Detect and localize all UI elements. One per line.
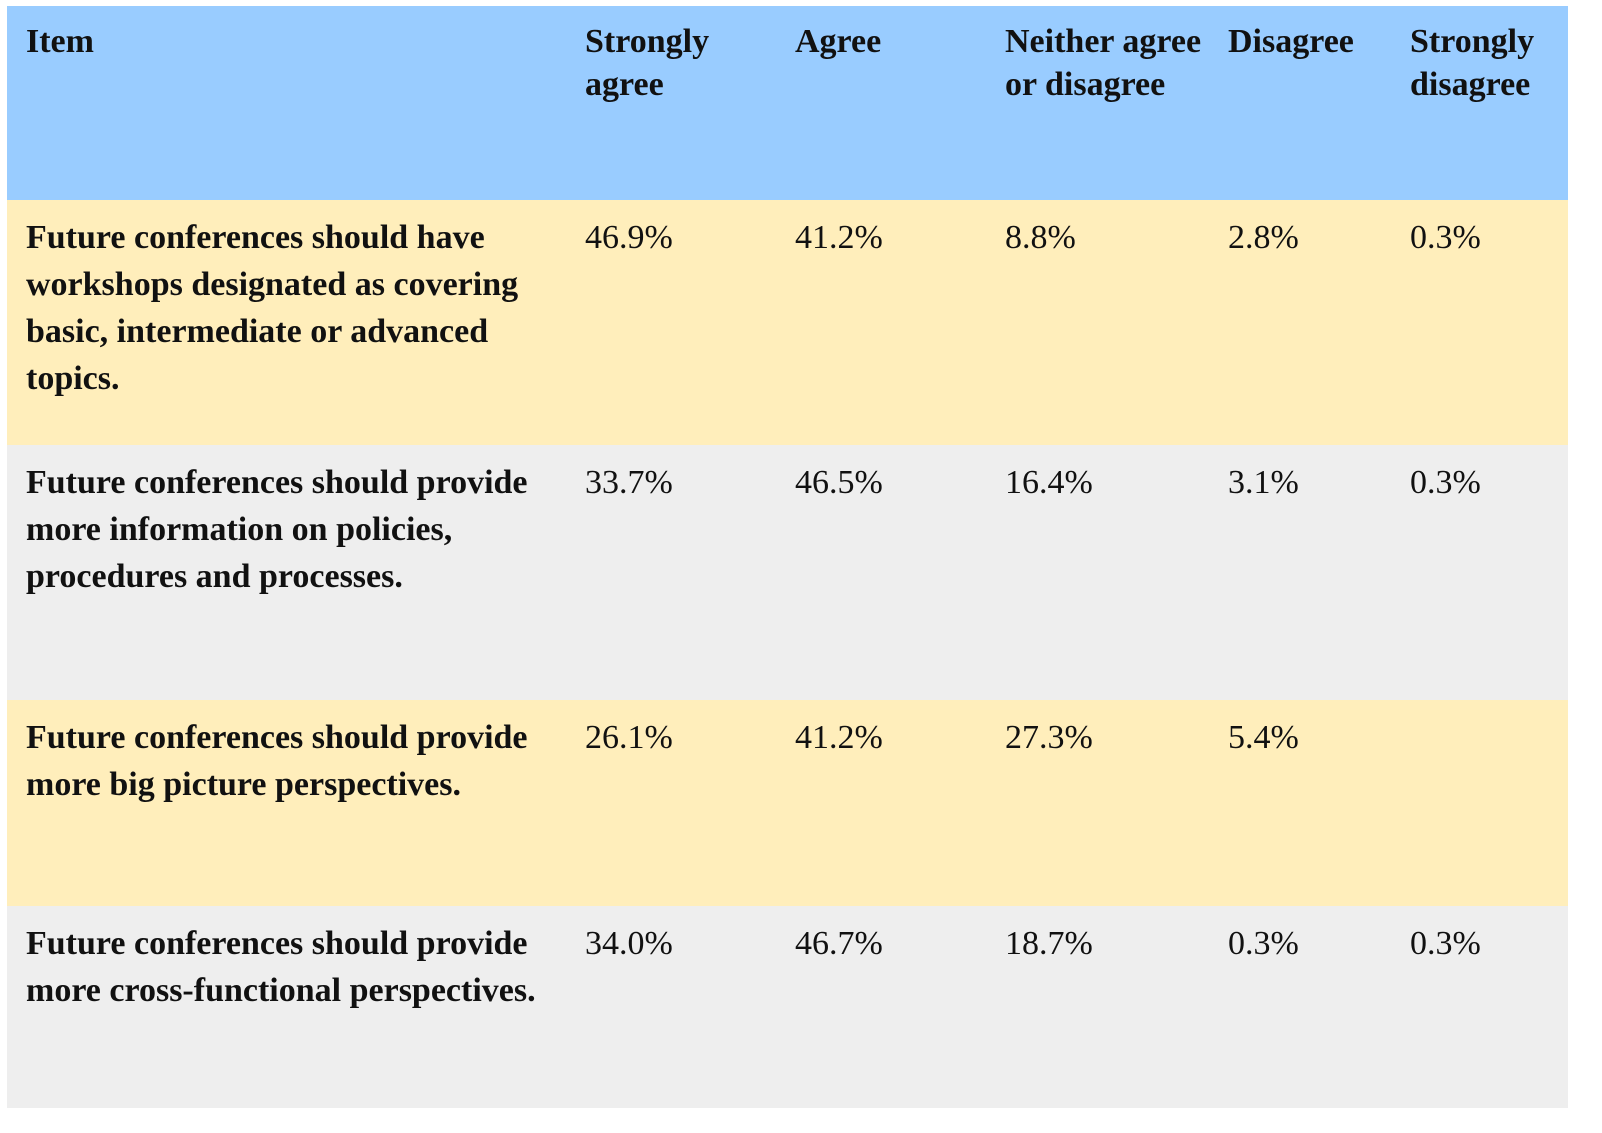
header-cell: Item [26,23,94,60]
table-row: Future conferences should provide more b… [7,700,1568,906]
value-cell: 8.8% [1005,219,1076,256]
item-cell: Future conferences should provide more i… [26,464,528,595]
value-cell: 3.1% [1228,464,1299,501]
value-cell: 46.7% [795,925,883,962]
value-cell: 41.2% [795,219,883,256]
value-cell: 18.7% [1005,925,1093,962]
header-row: Item Strongly agree Agree Neither agree or … [7,6,1568,200]
header-cell: Neither agree or disagree [1005,23,1202,103]
value-cell: 16.4% [1005,464,1093,501]
item-cell: Future conferences should provide more c… [26,925,536,1009]
header-cell: Strongly agree [585,23,710,103]
value-cell: 41.2% [795,719,883,756]
header-cell: Strongly disagree [1410,23,1535,103]
value-cell: 27.3% [1005,719,1093,756]
table-row: Future conferences should provide more i… [7,445,1568,700]
table-row: Future conferences should have workshops… [7,200,1568,445]
value-cell: 0.3% [1410,464,1481,501]
value-cell: 33.7% [585,464,673,501]
value-cell: 0.3% [1228,925,1299,962]
value-cell: 5.4% [1228,719,1299,756]
table-row: Future conferences should provide more c… [7,906,1568,1108]
value-cell: 46.9% [585,219,673,256]
header-cell: Agree [795,23,882,60]
item-cell: Future conferences should provide more b… [26,719,528,803]
survey-table: Item Strongly agree Agree Neither agree or … [7,6,1568,1108]
value-cell: 0.3% [1410,925,1481,962]
value-cell: 34.0% [585,925,673,962]
item-cell: Future conferences should have workshops… [26,219,519,397]
value-cell: 0.3% [1410,219,1481,256]
value-cell: 46.5% [795,464,883,501]
header-cell: Disagree [1228,23,1354,60]
value-cell: 26.1% [585,719,673,756]
value-cell: 2.8% [1228,219,1299,256]
